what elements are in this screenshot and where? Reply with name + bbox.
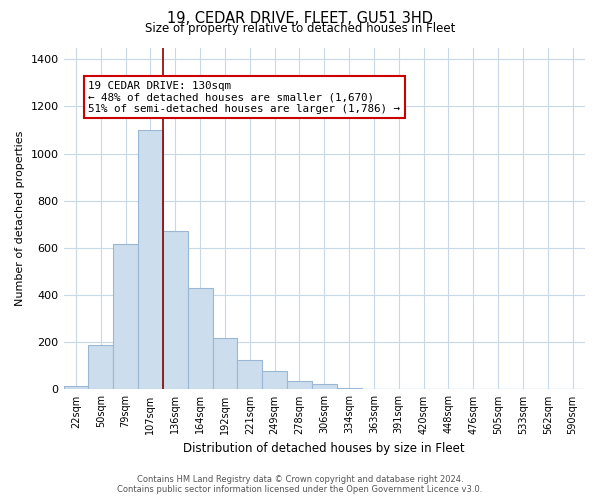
Bar — [262, 370, 287, 390]
Bar — [337, 388, 362, 390]
Bar — [238, 360, 262, 390]
Text: Contains HM Land Registry data © Crown copyright and database right 2024.
Contai: Contains HM Land Registry data © Crown c… — [118, 474, 482, 494]
Bar — [88, 344, 113, 390]
Bar — [212, 338, 238, 390]
Bar — [138, 130, 163, 390]
Bar — [163, 232, 188, 390]
Bar — [64, 386, 88, 390]
Text: 19, CEDAR DRIVE, FLEET, GU51 3HD: 19, CEDAR DRIVE, FLEET, GU51 3HD — [167, 11, 433, 26]
Y-axis label: Number of detached properties: Number of detached properties — [15, 131, 25, 306]
X-axis label: Distribution of detached houses by size in Fleet: Distribution of detached houses by size … — [184, 442, 465, 455]
Bar — [188, 288, 212, 390]
Bar — [312, 384, 337, 390]
Text: Size of property relative to detached houses in Fleet: Size of property relative to detached ho… — [145, 22, 455, 35]
Bar — [362, 388, 386, 390]
Bar — [113, 244, 138, 390]
Text: 19 CEDAR DRIVE: 130sqm
← 48% of detached houses are smaller (1,670)
51% of semi-: 19 CEDAR DRIVE: 130sqm ← 48% of detached… — [88, 80, 400, 114]
Bar — [287, 381, 312, 390]
